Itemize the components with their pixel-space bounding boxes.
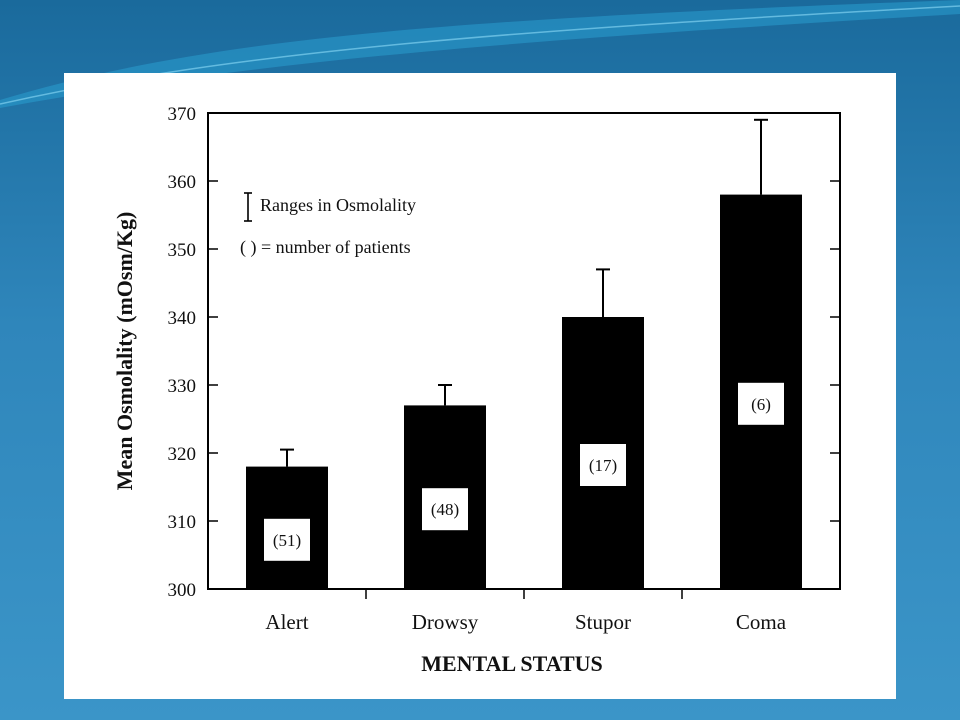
y-tick-label: 350 <box>168 240 197 261</box>
data-label-alert: (51) <box>273 531 301 550</box>
y-tick-label: 360 <box>168 172 197 193</box>
y-tick-label: 370 <box>168 104 197 125</box>
y-tick-label: 310 <box>168 512 197 533</box>
y-tick-label: 340 <box>168 308 197 329</box>
y-tick-label: 320 <box>168 444 197 465</box>
chart-panel: 300 310 320 330 340 350 360 370 (51) (48) (17) (6)… <box>64 73 896 699</box>
x-axis-title: MENTAL STATUS <box>421 651 603 676</box>
y-tick-label: 330 <box>168 376 197 397</box>
data-label-drowsy: (48) <box>431 500 459 519</box>
data-label-coma: (6) <box>751 395 771 414</box>
x-category-label: Stupor <box>575 610 631 634</box>
legend: Ranges in Osmolality ( ) = number of pat… <box>240 192 416 258</box>
background-swoosh <box>0 0 960 108</box>
y-axis-title: Mean Osmolality (mOsm/Kg) <box>112 212 137 491</box>
data-labels: (51) (48) (17) (6) <box>264 382 784 561</box>
legend-range: Ranges in Osmolality <box>260 195 416 215</box>
y-tick-label: 300 <box>168 580 197 601</box>
bar-chart: 300 310 320 330 340 350 360 370 (51) (48) (17) (6)… <box>112 104 841 676</box>
x-axis-categories: Alert Drowsy Stupor Coma <box>265 589 787 634</box>
error-bars <box>280 118 768 467</box>
data-label-stupor: (17) <box>589 456 617 475</box>
plot-frame <box>207 112 841 590</box>
x-category-label: Alert <box>265 610 308 634</box>
range-marker-icon <box>244 192 252 222</box>
x-category-label: Drowsy <box>412 610 479 634</box>
legend-patients: ( ) = number of patients <box>240 237 411 258</box>
data-label-box <box>580 444 626 486</box>
y-axis-ticks: 300 310 320 330 340 350 360 370 <box>168 104 840 601</box>
x-category-label: Coma <box>736 610 787 634</box>
data-label-box <box>264 518 310 561</box>
data-label-box <box>422 488 468 531</box>
data-label-box <box>738 382 784 425</box>
